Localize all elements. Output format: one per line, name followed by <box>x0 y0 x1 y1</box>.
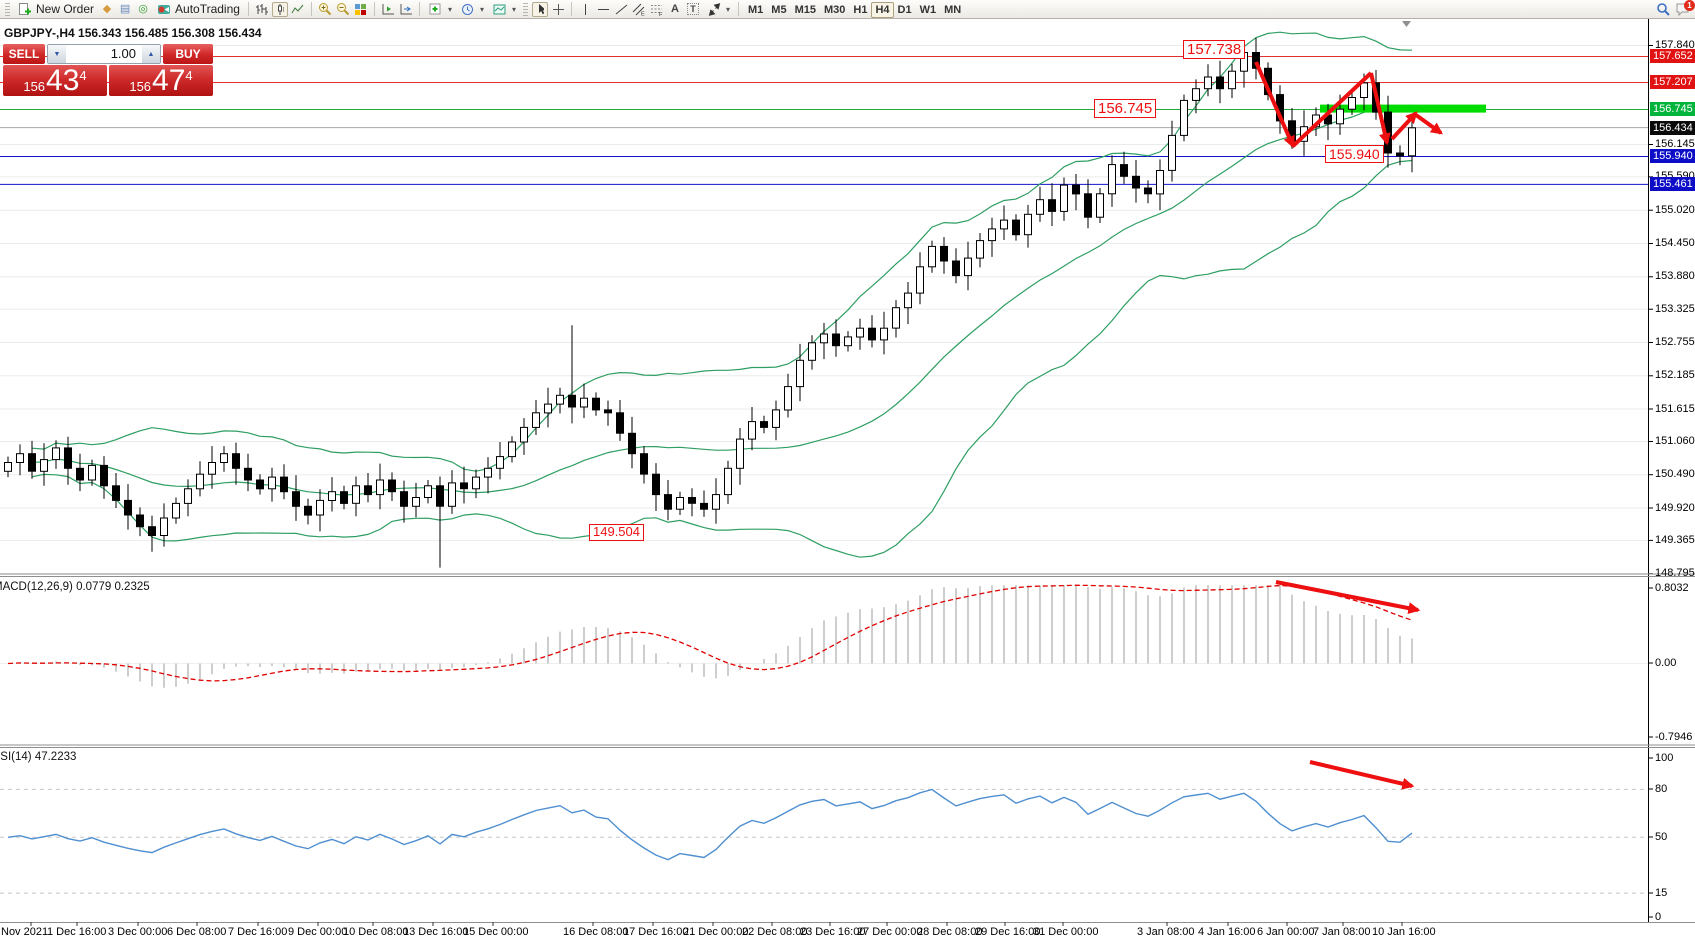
candlestick-chart-icon[interactable] <box>271 1 288 17</box>
autotrading-button[interactable]: AutoTrading <box>153 1 243 18</box>
timeframe-group: M1 M5 M15 M30 H1 H4 D1 W1 MN <box>744 2 965 18</box>
tab-timeframe-m15[interactable]: M15 <box>794 4 816 16</box>
arrow-objects-button[interactable]: ▾ <box>703 1 733 18</box>
zoom-in-icon[interactable] <box>317 2 333 17</box>
chat-icon[interactable]: 1 <box>1675 0 1695 16</box>
chevron-down-icon: ▾ <box>479 4 484 14</box>
chart-shift-icon[interactable] <box>380 2 396 17</box>
volume-input[interactable]: 1.00 <box>66 45 142 63</box>
one-click-trading-panel: SELL ▼ 1.00 ▲ BUY 156 43 4 156 47 4 <box>3 44 213 96</box>
toolbar-separator <box>738 2 740 16</box>
text-label-icon[interactable]: T <box>685 2 701 17</box>
periods-clock-icon <box>460 2 476 17</box>
chevron-down-icon: ▾ <box>726 4 731 14</box>
tab-timeframe-mn[interactable]: MN <box>944 4 962 16</box>
arrow-objects-icon <box>706 2 722 17</box>
toolbar-separator <box>310 2 312 16</box>
toolbar-separator <box>418 2 420 16</box>
bid-price-box[interactable]: 156 43 4 <box>3 65 107 96</box>
tab-timeframe-h1[interactable]: H1 <box>853 4 868 16</box>
toolbar-separator <box>373 2 375 16</box>
volume-stepper: ▼ 1.00 ▲ <box>47 44 161 64</box>
tab-timeframe-d1[interactable]: D1 <box>897 4 912 16</box>
search-icon[interactable] <box>1655 2 1671 17</box>
svg-text:E: E <box>641 11 645 16</box>
volume-increase-button[interactable]: ▲ <box>142 45 160 63</box>
ask-prefix: 156 <box>129 78 152 94</box>
toolbar: New Order ◆ ▤ ◎ AutoTrading ▾ <box>0 0 1695 19</box>
tab-timeframe-w1[interactable]: W1 <box>919 4 937 16</box>
line-chart-icon[interactable] <box>290 2 306 17</box>
toolbar-separator <box>247 2 249 16</box>
bid-pip-fraction: 4 <box>79 68 87 83</box>
buy-button[interactable]: BUY <box>163 44 213 64</box>
autotrading-icon <box>156 2 172 17</box>
vertical-line-icon[interactable] <box>577 2 593 17</box>
notification-badge: 1 <box>1684 0 1695 11</box>
chevron-down-icon: ▾ <box>447 4 452 14</box>
horizontal-line-icon[interactable] <box>595 2 611 17</box>
tab-timeframe-m1[interactable]: M1 <box>748 4 764 16</box>
publisher-icon[interactable]: ▤ <box>119 2 131 15</box>
svg-text:F: F <box>659 11 663 15</box>
bid-prefix: 156 <box>23 78 46 94</box>
crosshair-icon[interactable] <box>550 2 566 17</box>
ask-big-figure: 47 <box>152 64 186 98</box>
new-order-icon <box>17 2 33 17</box>
tab-timeframe-h4[interactable]: H4 <box>871 2 894 18</box>
zoom-out-icon[interactable] <box>335 2 351 17</box>
styles-icon[interactable]: ◆ <box>102 2 112 15</box>
chevron-down-icon: ▾ <box>511 4 516 14</box>
fibonacci-icon[interactable]: F <box>649 2 665 17</box>
add-indicator-button[interactable]: ▾ <box>425 1 455 18</box>
toolbar-grip[interactable] <box>523 2 528 16</box>
new-order-label: New Order <box>36 2 95 16</box>
bid-big-figure: 43 <box>46 64 80 98</box>
new-order-button[interactable]: New Order <box>14 1 97 18</box>
toolbar-right-group: 1 <box>1655 0 1695 17</box>
bar-chart-icon[interactable] <box>254 2 270 17</box>
toolbar-separator <box>571 2 572 16</box>
ask-price-box[interactable]: 156 47 4 <box>109 65 213 96</box>
periods-button[interactable]: ▾ <box>457 1 487 18</box>
cursor-icon[interactable] <box>532 1 548 17</box>
templates-icon <box>492 2 508 17</box>
tab-timeframe-m30[interactable]: M30 <box>823 4 846 16</box>
tile-windows-icon[interactable] <box>353 2 369 17</box>
signals-icon[interactable]: ◎ <box>138 2 148 15</box>
trendline-icon[interactable] <box>613 2 629 17</box>
ask-pip-fraction: 4 <box>185 68 193 83</box>
channel-icon[interactable]: E <box>631 2 647 17</box>
toolbar-grip[interactable] <box>5 2 10 16</box>
auto-scroll-icon[interactable] <box>398 2 414 17</box>
text-icon[interactable]: A <box>671 2 679 15</box>
templates-button[interactable]: ▾ <box>489 1 519 18</box>
volume-decrease-button[interactable]: ▼ <box>48 45 66 63</box>
sell-button[interactable]: SELL <box>3 44 45 64</box>
add-indicator-icon <box>428 2 444 17</box>
tab-timeframe-m5[interactable]: M5 <box>771 4 787 16</box>
autotrading-label: AutoTrading <box>175 2 240 16</box>
